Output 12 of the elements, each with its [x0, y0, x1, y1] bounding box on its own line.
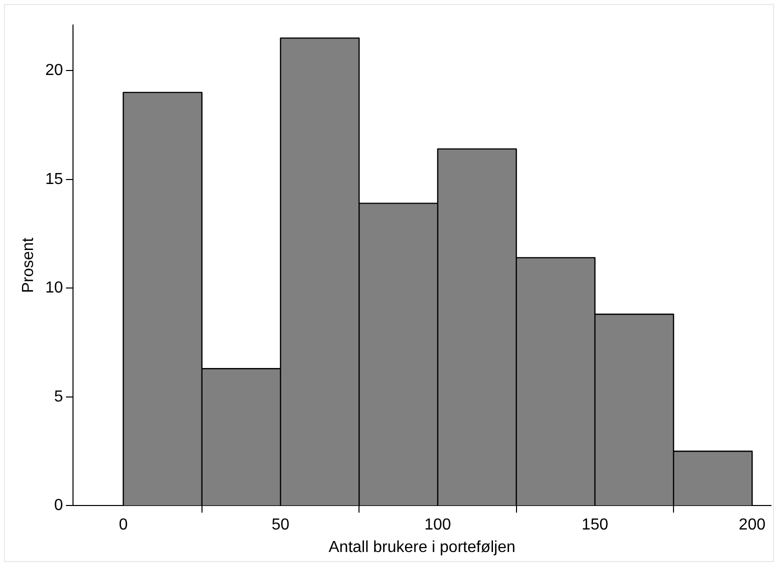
- y-tick-label: 15: [45, 170, 64, 188]
- y-tick-label: 0: [54, 497, 64, 514]
- y-axis-title: Prosent: [20, 237, 38, 293]
- x-tick-label: 100: [424, 516, 452, 534]
- y-tick-label: 10: [45, 280, 64, 297]
- x-axis-title: Antall brukere i porteføljen: [328, 538, 516, 556]
- x-tick-label: 200: [738, 516, 766, 534]
- x-tick-label: 50: [272, 516, 290, 534]
- y-tick-label: 5: [54, 388, 64, 406]
- x-tick-label: 0: [118, 516, 128, 534]
- x-tick-label: 150: [582, 516, 608, 534]
- y-tick-label: 20: [45, 62, 64, 80]
